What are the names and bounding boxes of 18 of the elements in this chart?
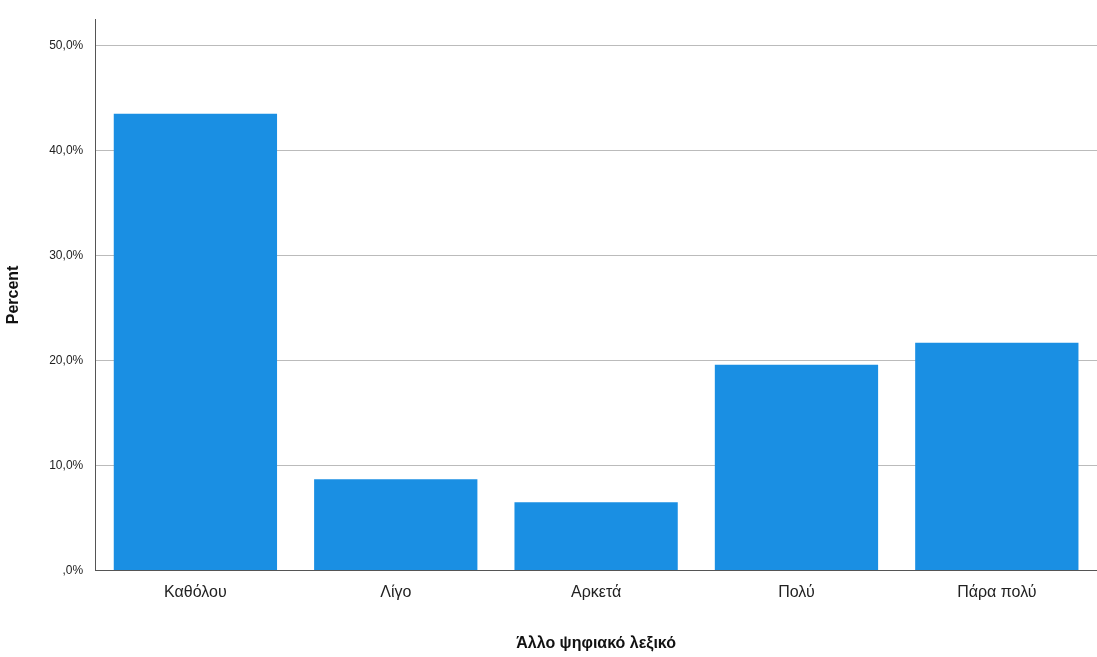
y-tick-label: 20,0%	[49, 352, 84, 367]
bar	[714, 364, 879, 571]
x-tick-label: Λίγο	[380, 582, 412, 600]
bar	[113, 113, 278, 571]
y-axis-title: Percent	[4, 264, 22, 325]
bar	[314, 479, 478, 571]
bar	[915, 342, 1079, 571]
x-tick-label: Αρκετά	[570, 582, 622, 600]
x-tick-label: Πολύ	[778, 582, 815, 600]
y-tick-label: 30,0%	[49, 247, 84, 262]
y-tick-label: 40,0%	[49, 142, 84, 157]
bar	[514, 502, 678, 571]
y-tick-label: ,0%	[62, 562, 84, 577]
x-tick-label: Καθόλου	[164, 582, 227, 600]
y-tick-label: 50,0%	[49, 37, 84, 52]
x-tick-label: Πάρα πολύ	[957, 582, 1037, 600]
x-axis-title: Άλλο ψηφιακό λεξικό	[516, 633, 677, 652]
y-tick-label: 10,0%	[49, 457, 84, 472]
